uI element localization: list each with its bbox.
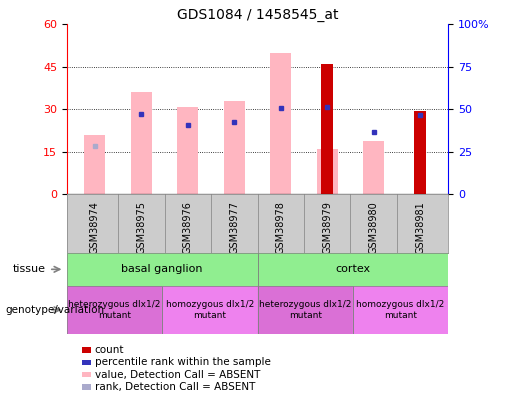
Bar [177, 107, 198, 194]
Bar [353, 286, 448, 334]
Text: rank, Detection Call = ABSENT: rank, Detection Call = ABSENT [95, 382, 255, 392]
Title: GDS1084 / 1458545_at: GDS1084 / 1458545_at [177, 8, 338, 22]
Bar [317, 149, 338, 194]
Text: basal ganglion: basal ganglion [122, 264, 203, 274]
Bar [258, 286, 353, 334]
Bar [67, 286, 162, 334]
Bar [162, 286, 258, 334]
Text: value, Detection Call = ABSENT: value, Detection Call = ABSENT [95, 370, 260, 379]
Text: genotype/variation: genotype/variation [5, 305, 104, 315]
Text: GSM38981: GSM38981 [415, 201, 425, 254]
Bar [67, 253, 258, 286]
Bar [321, 64, 333, 194]
Text: GSM38978: GSM38978 [276, 201, 286, 254]
Bar [258, 286, 353, 334]
Text: heterozygous dlx1/2
mutant: heterozygous dlx1/2 mutant [68, 300, 161, 320]
Text: GSM38974: GSM38974 [90, 201, 100, 254]
Bar [224, 101, 245, 194]
Bar [67, 286, 162, 334]
Bar [258, 253, 448, 286]
Bar [353, 286, 448, 334]
Text: homozygous dlx1/2
mutant: homozygous dlx1/2 mutant [166, 300, 254, 320]
Bar [131, 92, 152, 194]
Bar [84, 135, 105, 194]
Text: GSM38977: GSM38977 [229, 201, 239, 254]
Text: heterozygous dlx1/2
mutant: heterozygous dlx1/2 mutant [259, 300, 351, 320]
Bar [270, 53, 291, 194]
Text: GSM38975: GSM38975 [136, 201, 146, 254]
Bar [258, 253, 448, 286]
Text: percentile rank within the sample: percentile rank within the sample [95, 358, 271, 367]
Text: homozygous dlx1/2
mutant: homozygous dlx1/2 mutant [356, 300, 444, 320]
Text: tissue: tissue [13, 264, 46, 274]
Bar [67, 253, 258, 286]
Bar [162, 286, 258, 334]
Text: cortex: cortex [335, 264, 370, 274]
Bar [415, 111, 426, 194]
Bar [363, 141, 384, 194]
Text: GSM38979: GSM38979 [322, 201, 332, 254]
Text: GSM38980: GSM38980 [369, 201, 379, 254]
Text: GSM38976: GSM38976 [183, 201, 193, 254]
Text: count: count [95, 345, 124, 355]
